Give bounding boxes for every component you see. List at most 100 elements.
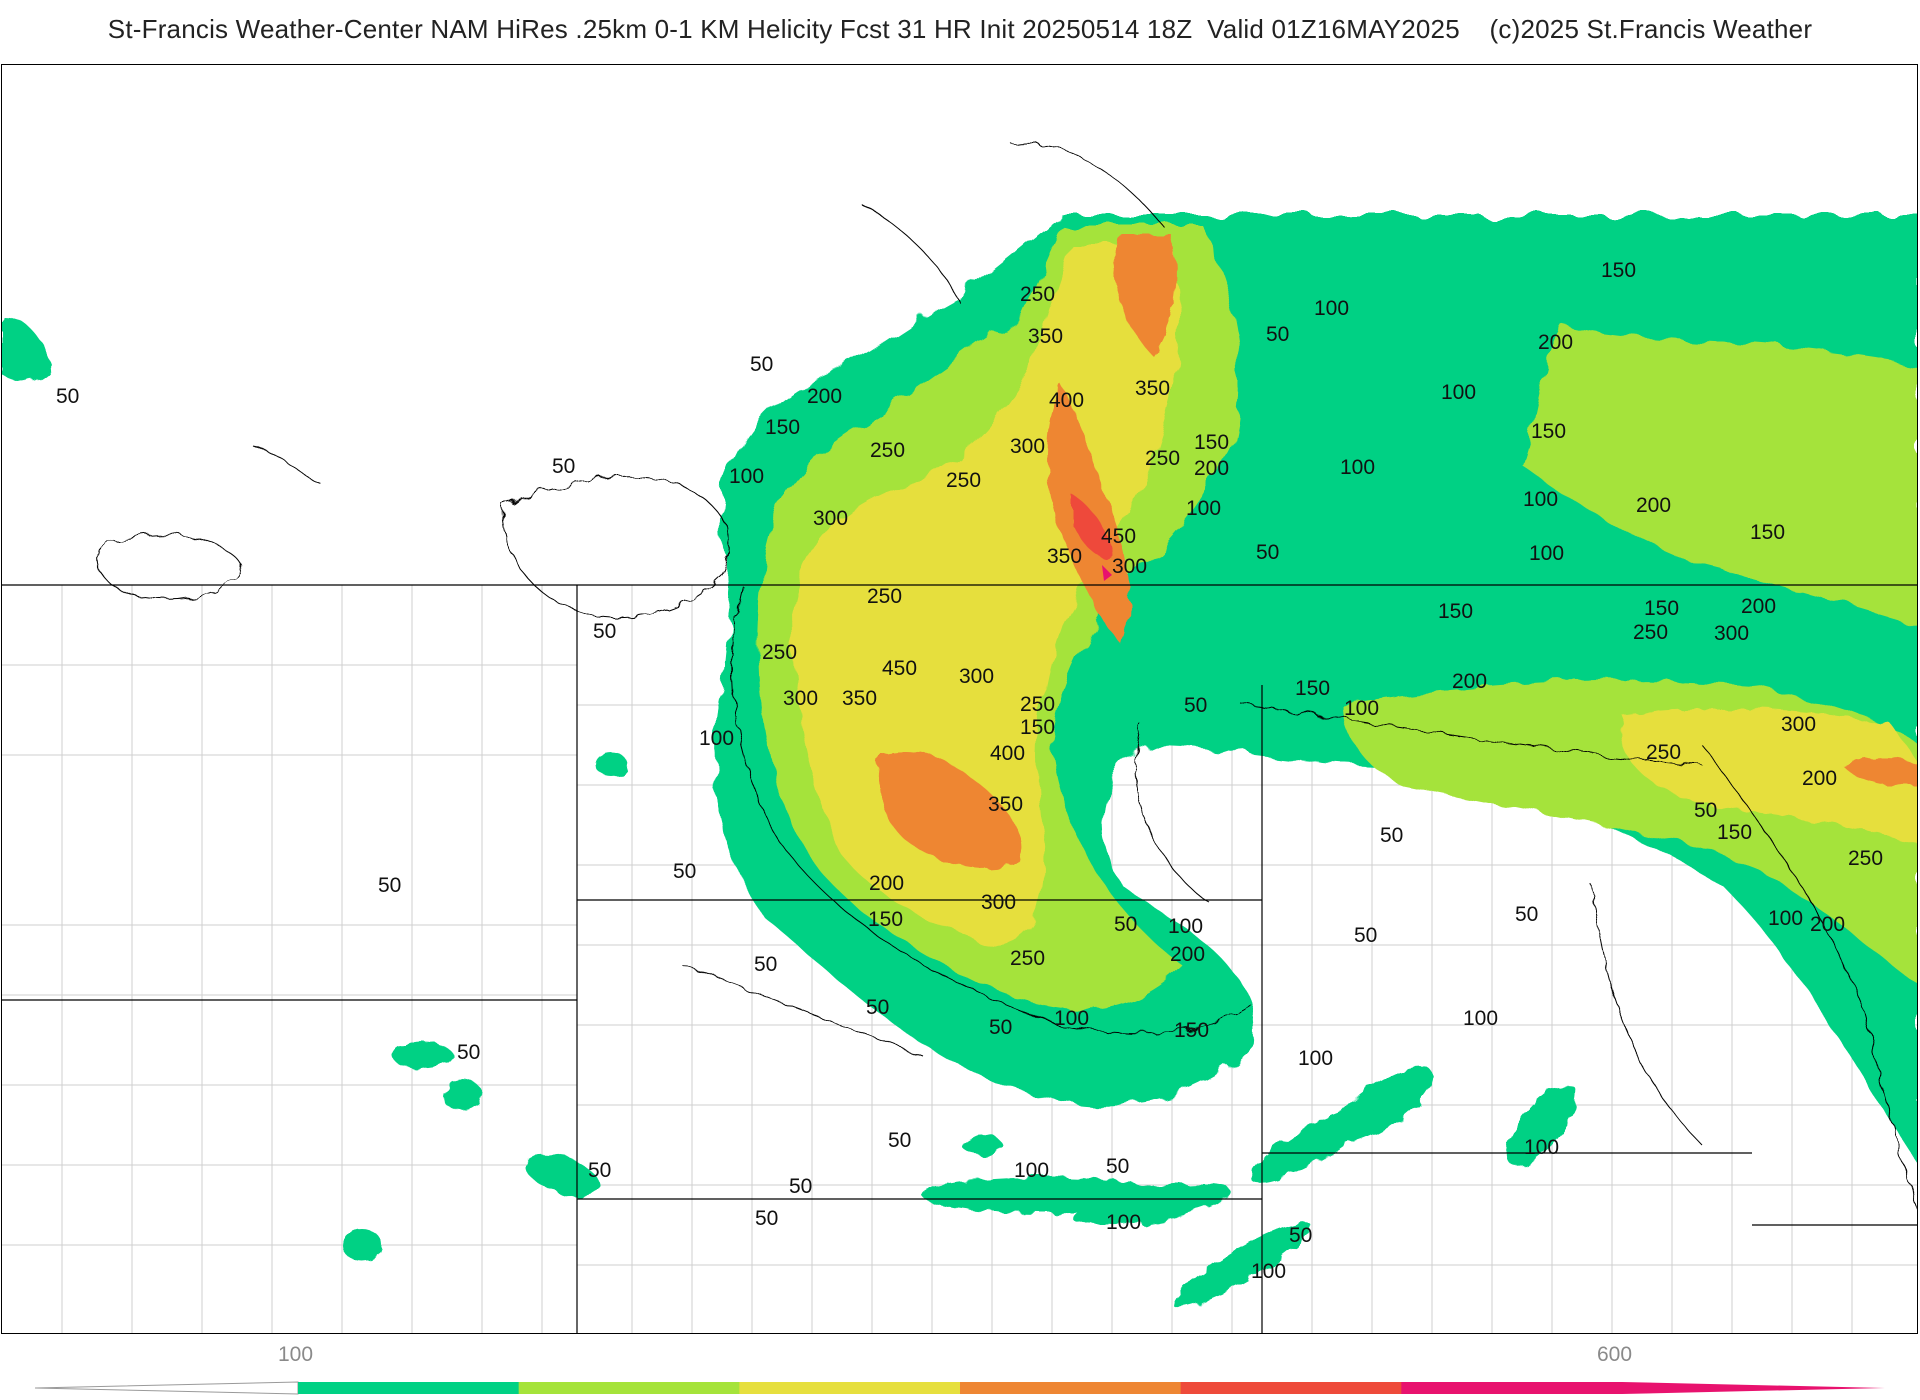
state-boundaries [2, 584, 1917, 1333]
contour-label: 300 [1010, 435, 1045, 458]
contour-label: 100 [1106, 1211, 1141, 1234]
contour-label: 200 [1170, 943, 1205, 966]
zone-300-east [1620, 708, 1917, 845]
contour-label: 50 [888, 1129, 911, 1152]
contour-label: 350 [1047, 545, 1082, 568]
contour-label: 50 [1289, 1224, 1312, 1247]
contour-label: 50 [552, 455, 575, 478]
contour-label: 50 [593, 620, 616, 643]
contour-label: 50 [378, 874, 401, 897]
contour-label: 50 [754, 953, 777, 976]
contour-label: 200 [1802, 767, 1837, 790]
colorbar-segment [960, 1382, 1182, 1394]
contour-label: 200 [1538, 331, 1573, 354]
contour-label: 150 [1438, 600, 1473, 623]
contour-label: 150 [1717, 821, 1752, 844]
contour-label: 250 [867, 585, 902, 608]
contour-label: 50 [866, 996, 889, 1019]
colorbar-segment [298, 1382, 520, 1394]
contour-label: 150 [1644, 597, 1679, 620]
helicity-fill [2, 215, 1917, 1162]
contour-label: 250 [1010, 947, 1045, 970]
contour-label: 350 [1028, 325, 1063, 348]
contour-label: 200 [1810, 913, 1845, 936]
contour-label: 50 [750, 353, 773, 376]
contour-label: 300 [813, 507, 848, 530]
contour-label: 150 [765, 416, 800, 439]
contour-label-layer: 50 50 50 50 50 50 50 50 50 50 50 50 50 5… [56, 259, 1883, 1283]
contour-label: 50 [56, 385, 79, 408]
contour-label: 150 [1750, 521, 1785, 544]
contour-label: 50 [755, 1207, 778, 1230]
contour-label: 350 [988, 793, 1023, 816]
contour-label: 100 [1054, 1007, 1089, 1030]
contour-label: 250 [762, 641, 797, 664]
contour-label: 50 [673, 860, 696, 883]
contour-label: 300 [959, 665, 994, 688]
contour-lines [97, 143, 1917, 1211]
contour-label: 300 [1112, 555, 1147, 578]
contour-label: 250 [1848, 847, 1883, 870]
contour-label: 250 [946, 469, 981, 492]
contour-label: 100 [1524, 1136, 1559, 1159]
contour-label: 50 [1266, 323, 1289, 346]
colorbar-segment [518, 1382, 740, 1394]
contour-label: 100 [1523, 488, 1558, 511]
contour-label: 50 [457, 1041, 480, 1064]
chart-title: St-Francis Weather-Center NAM HiRes .25k… [107, 14, 1813, 44]
contour-label: 100 [729, 465, 764, 488]
contour-label: 100 [1314, 297, 1349, 320]
contour-label: 300 [783, 687, 818, 710]
contour-label: 200 [1741, 595, 1776, 618]
contour-label: 50 [1694, 799, 1717, 822]
colorbar-segment [1401, 1382, 1623, 1394]
contour-label: 100 [1340, 456, 1375, 479]
colorbar [34, 1381, 1885, 1395]
contour-label: 50 [1515, 903, 1538, 926]
contour-label: 400 [1049, 389, 1084, 412]
zone-400-east [1842, 757, 1917, 785]
contour-label: 100 [1441, 381, 1476, 404]
contour-label: 50 [989, 1016, 1012, 1039]
colorbar-underflow [34, 1381, 299, 1395]
contour-label: 200 [1452, 670, 1487, 693]
southern-cells [342, 753, 1578, 1308]
contour-label: 100 [1344, 697, 1379, 720]
contour-label: 250 [1633, 621, 1668, 644]
contour-label: 150 [868, 908, 903, 931]
contour-label: 300 [1714, 622, 1749, 645]
colorbar-tick-label: 600 [1597, 1343, 1633, 1366]
contour-label: 450 [1101, 525, 1136, 548]
zone-west [2, 315, 52, 382]
map-panel: 50 50 50 50 50 50 50 50 50 50 50 50 50 5… [1, 64, 1918, 1334]
contour-label: 350 [1135, 377, 1170, 400]
zone-200-east [1522, 325, 1917, 625]
contour-label: 350 [842, 687, 877, 710]
contour-label: 100 [1529, 542, 1564, 565]
contour-label: 50 [1106, 1155, 1129, 1178]
colorbar-tick-label: 100 [278, 1343, 314, 1366]
contour-label: 50 [1114, 913, 1137, 936]
contour-label: 100 [1186, 497, 1221, 520]
contour-label: 100 [1014, 1159, 1049, 1182]
zone-400-south [878, 752, 1023, 869]
contour-label: 100 [1463, 1007, 1498, 1030]
zone-500 [1102, 565, 1112, 581]
contour-label: 200 [807, 385, 842, 408]
contour-label: 250 [1020, 693, 1055, 716]
contour-label: 250 [1646, 741, 1681, 764]
contour-label: 150 [1295, 677, 1330, 700]
contour-label: 150 [1174, 1019, 1209, 1042]
contour-label: 250 [1020, 283, 1055, 306]
contour-label: 50 [1256, 541, 1279, 564]
contour-label: 50 [1380, 824, 1403, 847]
zone-400-top [1112, 235, 1176, 355]
contour-label: 300 [981, 891, 1016, 914]
contour-label: 50 [789, 1175, 812, 1198]
colorbar-segment [1180, 1382, 1402, 1394]
colorbar-segment [739, 1382, 961, 1394]
contour-label: 100 [1768, 907, 1803, 930]
contour-label: 400 [990, 742, 1025, 765]
contour-label: 150 [1531, 420, 1566, 443]
contour-label: 300 [1781, 713, 1816, 736]
